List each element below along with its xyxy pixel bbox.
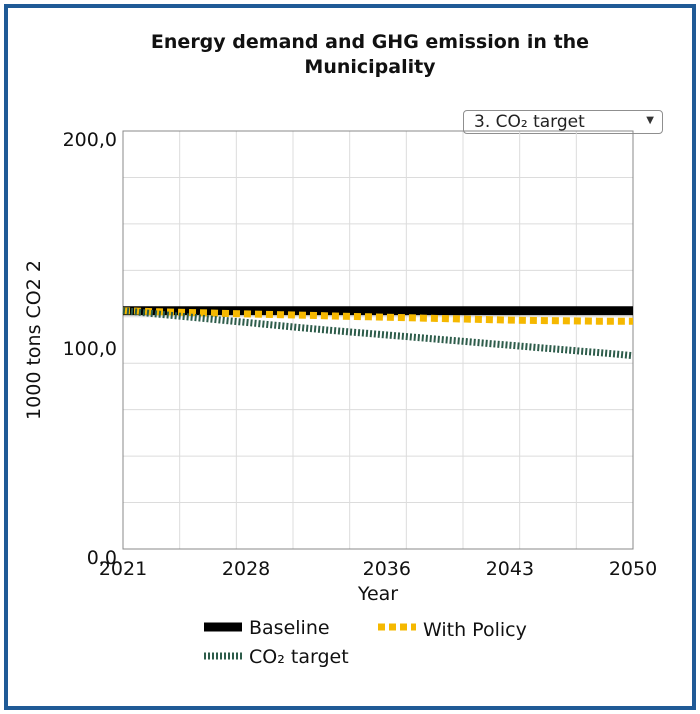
chart-title: Energy demand and GHG emission in the Mu…	[150, 31, 590, 78]
scenario-select[interactable]: 3. CO₂ target ▼	[463, 110, 663, 134]
chevron-down-icon: ▼	[646, 115, 654, 126]
scenario-select-value: 3. CO₂ target	[474, 112, 585, 132]
